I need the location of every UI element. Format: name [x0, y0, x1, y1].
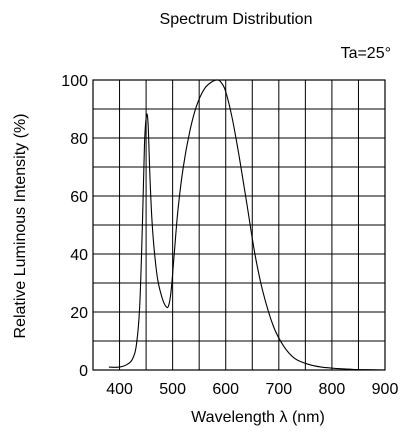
- x-axis-title: Wavelength λ (nm): [191, 409, 325, 426]
- grid: [93, 80, 385, 370]
- x-tick-label: 400: [106, 381, 133, 398]
- chart-title: Spectrum Distribution: [160, 11, 313, 28]
- x-tick-label: 800: [319, 381, 346, 398]
- spectrum-curve: [108, 79, 386, 371]
- y-tick-label: 0: [79, 363, 88, 380]
- x-tick-label: 500: [159, 381, 186, 398]
- y-tick-label: 80: [70, 131, 88, 148]
- y-tick-label: 40: [70, 247, 88, 264]
- tick-labels: 400 500 600 700 800 900 0 20 40 60 80 100: [61, 73, 398, 398]
- temperature-annotation: Ta=25°: [341, 45, 391, 62]
- x-tick-label: 600: [212, 381, 239, 398]
- x-tick-label: 900: [372, 381, 399, 398]
- y-tick-label: 20: [70, 305, 88, 322]
- x-tick-label: 700: [265, 381, 292, 398]
- y-tick-label: 100: [61, 73, 88, 90]
- y-tick-label: 60: [70, 189, 88, 206]
- y-axis-title: Relative Luminous Intensity (%): [12, 114, 29, 339]
- plot-frame: [92, 79, 386, 371]
